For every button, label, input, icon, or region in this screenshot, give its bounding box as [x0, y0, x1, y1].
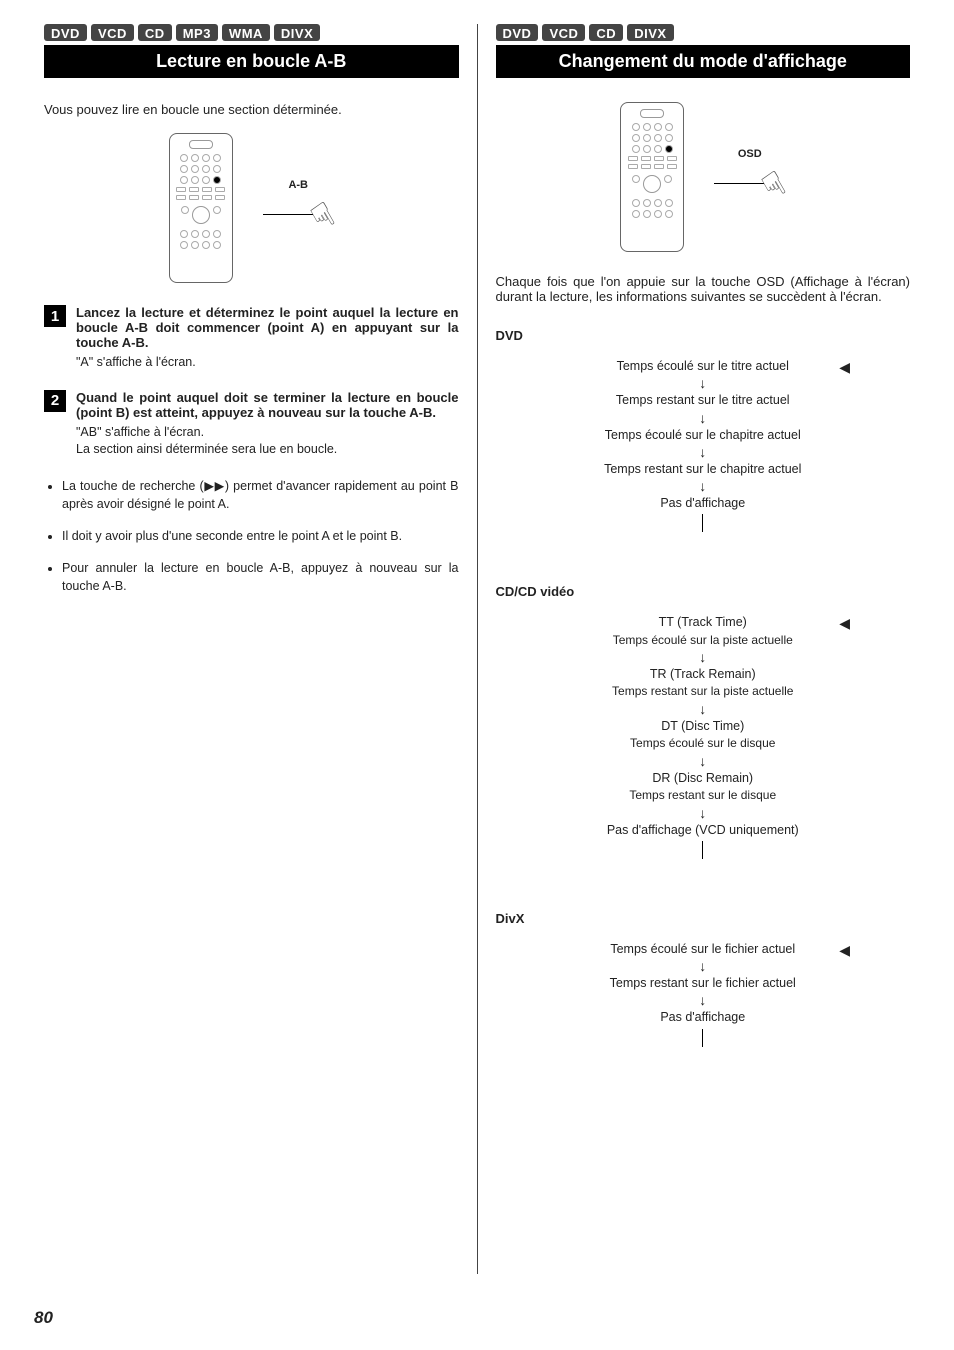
step-title: Lancez la lecture et déterminez le point… — [76, 305, 459, 350]
remote-figure-right: OSD ☟ — [496, 102, 911, 252]
cycle-item: DT (Disc Time) — [496, 717, 911, 735]
left-badge-row: DVDVCDCDMP3WMADIVX — [44, 24, 459, 41]
callout-group: OSD ☟ — [714, 148, 785, 206]
format-badge-cd: CD — [138, 24, 172, 41]
cycle-item: Pas d'affichage — [496, 1008, 911, 1026]
loop-connector — [702, 841, 703, 859]
right-section-title: Changement du mode d'affichage — [496, 45, 911, 78]
step-note: La section ainsi déterminée sera lue en … — [76, 441, 459, 459]
cycle-item-sub: Temps restant sur la piste actuelle — [496, 683, 911, 701]
cycle-item: TR (Track Remain) — [496, 665, 911, 683]
remote-illustration — [169, 133, 233, 283]
cycle-item-sub: Temps écoulé sur la piste actuelle — [496, 632, 911, 650]
arrow-down-icon: ↓ — [496, 753, 911, 769]
callout-group: A-B ☟ — [263, 179, 334, 237]
left-section-title: Lecture en boucle A-B — [44, 45, 459, 78]
cycle-heading: DivX — [496, 911, 911, 926]
cycle-item: Temps restant sur le titre actuel — [496, 391, 911, 409]
format-badge-cd: CD — [589, 24, 623, 41]
cycle-item-sub: Temps restant sur le disque — [496, 787, 911, 805]
remote-illustration — [620, 102, 684, 252]
step-1: 1 Lancez la lecture et déterminez le poin… — [44, 305, 459, 372]
format-badge-dvd: DVD — [44, 24, 87, 41]
format-badge-mp3: MP3 — [176, 24, 218, 41]
right-column: DVDVCDCDDIVX Changement du mode d'affich… — [478, 24, 921, 1274]
display-cycle: ◀Temps écoulé sur le fichier actuel↓Temp… — [496, 940, 911, 1075]
display-cycle: ◀Temps écoulé sur le titre actuel↓Temps … — [496, 357, 911, 560]
format-badge-vcd: VCD — [542, 24, 585, 41]
bullet-item: Pour annuler la lecture en boucle A-B, a… — [62, 559, 459, 595]
remote-figure-left: A-B ☟ — [44, 133, 459, 283]
step-title: Quand le point auquel doit se terminer l… — [76, 390, 459, 420]
cycle-item: Pas d'affichage (VCD uniquement) — [496, 821, 911, 839]
format-badge-wma: WMA — [222, 24, 270, 41]
cycle-item: Pas d'affichage — [496, 494, 911, 512]
arrow-down-icon: ↓ — [496, 375, 911, 391]
cycle-item-sub: Temps écoulé sur le disque — [496, 735, 911, 753]
left-column: DVDVCDCDMP3WMADIVX Lecture en boucle A-B… — [34, 24, 477, 1274]
right-intro-text: Chaque fois que l'on appuie sur la touch… — [496, 274, 911, 304]
page-number: 80 — [34, 1308, 53, 1328]
step-2: 2 Quand le point auquel doit se terminer … — [44, 390, 459, 459]
arrow-down-icon: ↓ — [496, 992, 911, 1008]
cycle-heading: CD/CD vidéo — [496, 584, 911, 599]
bullet-item: Il doit y avoir plus d'une seconde entre… — [62, 527, 459, 545]
right-badge-row: DVDVCDCDDIVX — [496, 24, 911, 41]
arrow-down-icon: ↓ — [496, 805, 911, 821]
arrow-down-icon: ↓ — [496, 444, 911, 460]
hand-press-icon: ☟ — [304, 195, 342, 240]
arrow-down-icon: ↓ — [496, 958, 911, 974]
callout-label-left: A-B — [288, 179, 308, 191]
cycle-item: Temps restant sur le chapitre actuel — [496, 460, 911, 478]
arrow-down-icon: ↓ — [496, 701, 911, 717]
hand-press-icon: ☟ — [756, 164, 794, 209]
format-badge-divx: DIVX — [274, 24, 320, 41]
cycle-item: Temps restant sur le fichier actuel — [496, 974, 911, 992]
loop-connector — [702, 514, 703, 532]
format-badge-vcd: VCD — [91, 24, 134, 41]
arrow-left-icon: ◀ — [839, 359, 850, 376]
callout-label-right: OSD — [738, 148, 762, 160]
cycle-item: Temps écoulé sur le chapitre actuel — [496, 426, 911, 444]
step-note: "A" s'affiche à l'écran. — [76, 354, 459, 372]
arrow-down-icon: ↓ — [496, 649, 911, 665]
arrow-down-icon: ↓ — [496, 410, 911, 426]
bullet-list: La touche de recherche (▶▶) permet d'ava… — [62, 477, 459, 596]
left-intro-text: Vous pouvez lire en boucle une section d… — [44, 102, 459, 117]
step-note: "AB" s'affiche à l'écran. — [76, 424, 459, 442]
step-number: 1 — [44, 305, 66, 327]
step-number: 2 — [44, 390, 66, 412]
cycle-item: DR (Disc Remain) — [496, 769, 911, 787]
display-cycle: ◀TT (Track Time)Temps écoulé sur la pist… — [496, 613, 911, 887]
format-badge-dvd: DVD — [496, 24, 539, 41]
bullet-item: La touche de recherche (▶▶) permet d'ava… — [62, 477, 459, 513]
loop-connector — [702, 1029, 703, 1047]
arrow-left-icon: ◀ — [839, 942, 850, 959]
arrow-down-icon: ↓ — [496, 478, 911, 494]
cycle-heading: DVD — [496, 328, 911, 343]
arrow-left-icon: ◀ — [839, 615, 850, 632]
format-badge-divx: DIVX — [627, 24, 673, 41]
